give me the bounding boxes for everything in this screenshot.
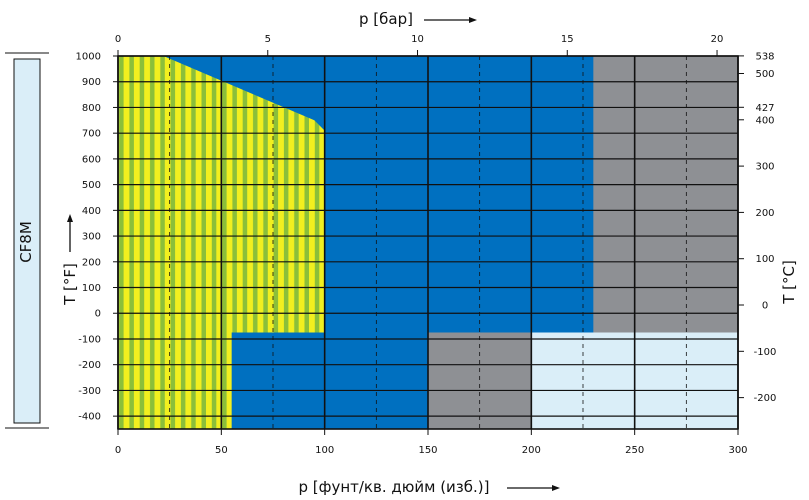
bottom-tick-label-5: 250 — [625, 445, 644, 456]
bottom-tick-label-1: 50 — [215, 445, 228, 456]
top-tick-label-1: 5 — [265, 34, 271, 45]
bottom-axis-label: p [фунт/кв. дюйм (изб.)] — [298, 478, 489, 496]
right-tick-label-3: 400 — [755, 115, 774, 126]
top-axis-arrow-head — [469, 17, 477, 23]
left-tick-label-2: 800 — [82, 103, 101, 114]
right-tick-label-8: -100 — [754, 347, 777, 358]
left-axis-label: T [°F] — [61, 263, 79, 306]
left-tick-label-11: -100 — [78, 334, 101, 345]
bottom-tick-label-6: 300 — [728, 445, 747, 456]
top-tick-label-0: 0 — [115, 34, 121, 45]
left-tick-label-8: 200 — [82, 257, 101, 268]
bottom-tick-label-3: 150 — [418, 445, 437, 456]
region-gray-1 — [593, 56, 738, 333]
region-gray-2 — [428, 332, 532, 429]
left-tick-label-4: 600 — [82, 154, 101, 165]
left-tick-label-12: -200 — [78, 360, 101, 371]
left-tick-label-10: 0 — [95, 309, 101, 320]
chart-grid — [117, 55, 739, 430]
right-tick-label-0: 538 — [755, 51, 774, 62]
top-axis-label: p [бар] — [359, 10, 413, 28]
left-axis-arrow-head — [67, 214, 73, 222]
right-tick-label-7: 0 — [762, 301, 768, 312]
left-tick-label-0: 1000 — [76, 52, 101, 63]
left-tick-label-7: 300 — [82, 232, 101, 243]
top-tick-label-2: 10 — [411, 34, 424, 45]
right-tick-label-2: 427 — [755, 103, 774, 114]
right-tick-label-1: 500 — [755, 69, 774, 80]
left-tick-label-1: 900 — [82, 77, 101, 88]
bottom-tick-label-2: 100 — [315, 445, 334, 456]
right-axis-label: T [°C] — [780, 260, 798, 305]
right-tick-label-5: 200 — [755, 208, 774, 219]
material-label: CF8M — [17, 221, 35, 263]
left-tick-label-13: -300 — [78, 386, 101, 397]
right-tick-label-4: 300 — [755, 162, 774, 173]
left-tick-label-3: 700 — [82, 129, 101, 140]
top-tick-label-3: 15 — [561, 34, 574, 45]
bottom-axis-arrow-head — [552, 485, 560, 491]
right-tick-label-9: -200 — [754, 393, 777, 404]
left-tick-label-6: 400 — [82, 206, 101, 217]
left-tick-label-14: -400 — [78, 412, 101, 423]
right-axis-title: T [°C] — [780, 260, 798, 305]
top-tick-label-4: 20 — [711, 34, 724, 45]
left-tick-label-5: 500 — [82, 180, 101, 191]
right-tick-label-6: 100 — [755, 254, 774, 265]
bottom-tick-label-0: 0 — [115, 445, 121, 456]
left-tick-label-9: 100 — [82, 283, 101, 294]
material-label-box — [13, 58, 41, 424]
bottom-tick-label-4: 200 — [522, 445, 541, 456]
left-axis-title: T [°F] — [61, 214, 79, 306]
